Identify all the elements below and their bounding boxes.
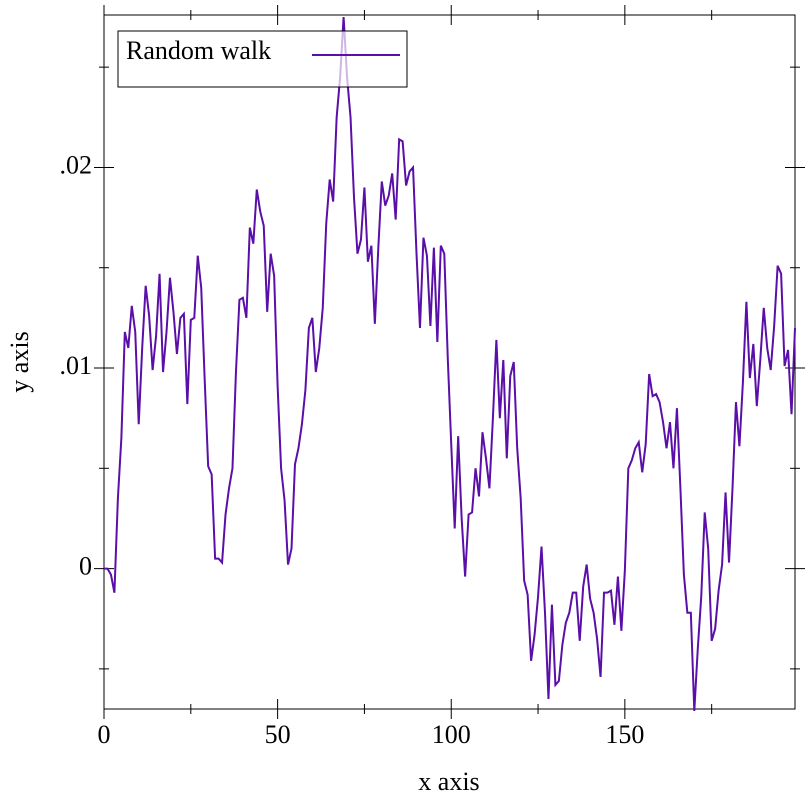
x-tick-label: 50 bbox=[265, 720, 291, 749]
y-tick-label: 0 bbox=[79, 552, 92, 581]
legend-label: Random walk bbox=[126, 36, 271, 65]
plot-frame bbox=[103, 14, 796, 710]
x-tick-label: 100 bbox=[432, 720, 471, 749]
y-axis-label: y axis bbox=[5, 331, 34, 392]
data-line bbox=[104, 16, 796, 712]
x-axis-label: x axis bbox=[418, 767, 479, 796]
legend-box bbox=[117, 30, 408, 88]
x-tick-label: 0 bbox=[98, 720, 111, 749]
x-tick-label: 150 bbox=[605, 720, 644, 749]
y-tick-label: .01 bbox=[60, 351, 93, 380]
y-tick-label: .02 bbox=[60, 150, 93, 179]
